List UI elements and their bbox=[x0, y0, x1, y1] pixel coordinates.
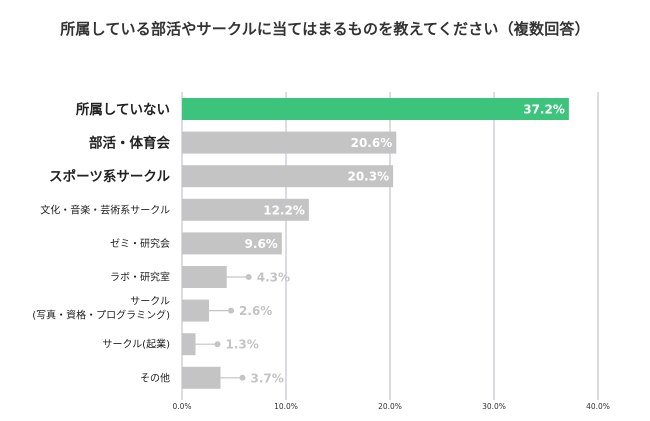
x-tick-label: 20.0% bbox=[378, 402, 402, 411]
x-tick-label: 40.0% bbox=[586, 402, 610, 411]
bar bbox=[182, 131, 397, 154]
leader-dot bbox=[228, 307, 235, 314]
category-label: ラボ・研究室 bbox=[110, 271, 170, 284]
category-labels: 所属していない部活・体育会スポーツ系サークル文化・音楽・芸術系サークルゼミ・研究… bbox=[32, 101, 170, 384]
bar bbox=[182, 266, 227, 288]
bar bbox=[182, 165, 394, 188]
category-label: ゼミ・研究会 bbox=[110, 237, 170, 250]
bar bbox=[182, 366, 221, 389]
value-label: 1.3% bbox=[226, 338, 259, 352]
category-label: その他 bbox=[140, 371, 170, 384]
category-label: サークル(写真・資格・プログラミング) bbox=[32, 296, 170, 322]
value-label: 20.3% bbox=[347, 170, 389, 184]
bar bbox=[182, 232, 282, 255]
bar bbox=[182, 299, 210, 322]
category-label: スポーツ系サークル bbox=[49, 168, 170, 185]
value-label: 37.2% bbox=[523, 103, 565, 117]
category-label: 部活・体育会 bbox=[89, 135, 170, 152]
leader-dot bbox=[245, 274, 252, 280]
chart-title: 所属している部活やサークルに当てはまるものを教えてください（複数回答） bbox=[60, 20, 590, 38]
category-label: サークル(起業) bbox=[102, 338, 170, 351]
x-tick-label: 30.0% bbox=[482, 402, 506, 411]
leader-dot bbox=[239, 374, 246, 381]
bar bbox=[182, 98, 569, 120]
x-tick-labels: 0.0% 10.0% 20.0% 30.0% 40.0% bbox=[172, 402, 609, 411]
value-label: 2.6% bbox=[239, 304, 272, 318]
value-label: 20.6% bbox=[351, 136, 393, 150]
bar bbox=[182, 198, 309, 221]
value-label: 9.6% bbox=[245, 237, 278, 251]
category-label: 所属していない bbox=[76, 101, 170, 118]
value-label: 4.3% bbox=[257, 271, 290, 285]
x-tick-label: 10.0% bbox=[274, 402, 298, 411]
value-label: 12.2% bbox=[263, 203, 305, 217]
value-label: 3.7% bbox=[250, 371, 283, 385]
category-label: 文化・音楽・芸術系サークル bbox=[40, 203, 170, 216]
x-tick-label: 0.0% bbox=[172, 402, 191, 411]
bar bbox=[182, 333, 196, 356]
value-labels: 37.2% 20.6% 20.3% 12.2% 9.6% 4.3% 2.6% 1.3% 3.7% bbox=[195, 103, 565, 385]
leader-dot bbox=[214, 341, 221, 348]
bars bbox=[182, 98, 569, 389]
